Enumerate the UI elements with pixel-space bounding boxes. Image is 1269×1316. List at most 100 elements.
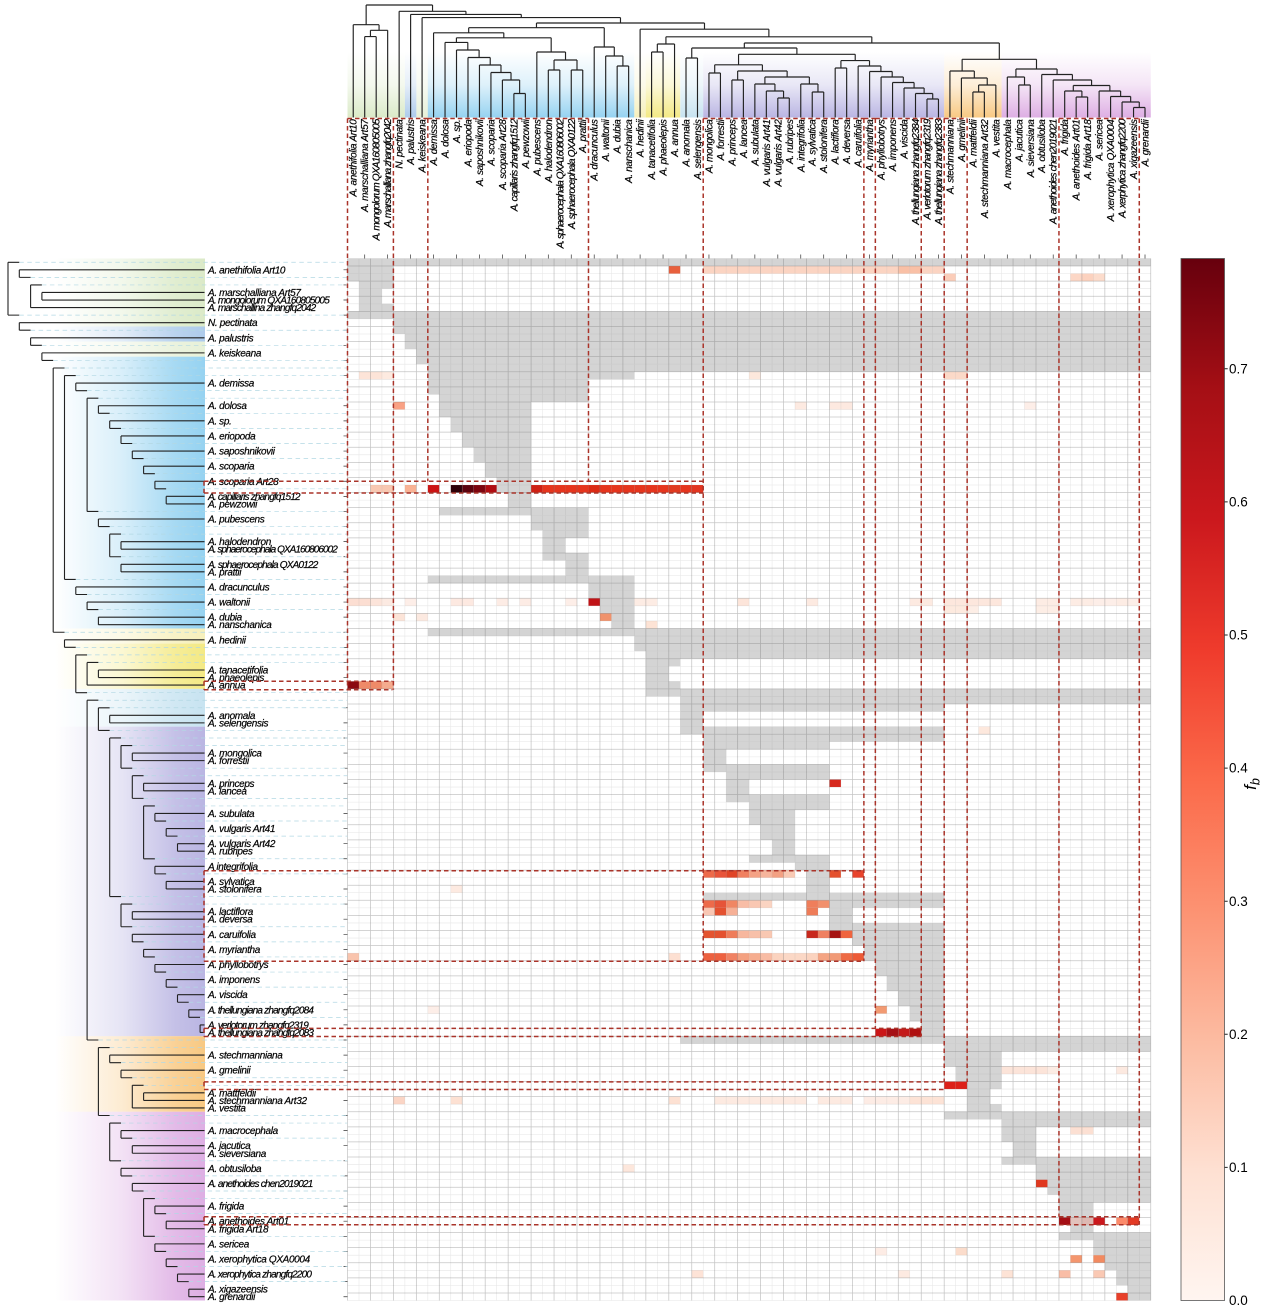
svg-text:A. halodendron: A. halodendron (544, 119, 555, 184)
svg-text:A. princeps: A. princeps (207, 779, 255, 790)
svg-text:A. viscida: A. viscida (207, 990, 248, 1001)
svg-text:A. lancea: A. lancea (207, 786, 247, 797)
svg-text:A. frigida Art18: A. frigida Art18 (207, 1224, 269, 1235)
svg-text:A. imponens: A. imponens (888, 119, 899, 172)
svg-text:A. phyllobotrys: A. phyllobotrys (207, 960, 269, 971)
svg-text:A. sericea: A. sericea (1095, 119, 1106, 162)
svg-text:A. prattii: A. prattii (578, 118, 589, 153)
svg-text:A. mongolorum QXA160805005: A. mongolorum QXA160805005 (372, 118, 383, 241)
svg-text:A. stechmanniana Art32: A. stechmanniana Art32 (980, 119, 991, 219)
svg-text:A. rubripes: A. rubripes (785, 119, 796, 165)
svg-text:A. lactiflora: A. lactiflora (207, 907, 254, 918)
svg-text:A. waltonii: A. waltonii (601, 118, 612, 162)
svg-text:A. stolonifera: A. stolonifera (819, 119, 830, 174)
svg-text:A integrifolia: A integrifolia (207, 862, 259, 873)
svg-text:A. sericea: A. sericea (207, 1239, 250, 1250)
svg-text:A. stechmanniana Art32: A. stechmanniana Art32 (207, 1096, 307, 1107)
svg-text:A. marschalliana Art57: A. marschalliana Art57 (360, 119, 371, 213)
svg-text:A. scoparia Art28: A. scoparia Art28 (207, 477, 279, 488)
svg-text:A. princeps: A. princeps (727, 119, 738, 167)
svg-text:A. annua: A. annua (670, 119, 681, 158)
svg-text:A. jacutica: A. jacutica (1014, 119, 1025, 163)
svg-text:A. dracunculus: A. dracunculus (207, 582, 270, 593)
svg-text:A. annua: A. annua (207, 681, 246, 692)
svg-text:0.1: 0.1 (1229, 1160, 1248, 1175)
svg-text:A. stolonifera: A. stolonifera (207, 884, 262, 895)
svg-text:A. selengensis: A. selengensis (693, 119, 704, 180)
svg-text:A. marschalliana zhangfq2042: A. marschalliana zhangfq2042 (383, 118, 394, 228)
svg-text:A. nanschanica: A. nanschanica (207, 620, 272, 631)
svg-text:A. sp.: A. sp. (207, 416, 231, 427)
svg-text:A. palustris: A. palustris (406, 119, 417, 166)
svg-text:A. keiskeana: A. keiskeana (207, 348, 262, 359)
svg-text:A. anethoides chen2019021: A. anethoides chen2019021 (1049, 119, 1060, 225)
svg-text:A. rubripes: A. rubripes (207, 847, 253, 858)
svg-text:A. myriantha: A. myriantha (865, 119, 876, 173)
svg-text:A. capillaris zhangfq1512: A. capillaris zhangfq1512 (207, 492, 301, 503)
svg-text:A. forrestii: A. forrestii (716, 118, 727, 161)
svg-text:N. pectinata: N. pectinata (395, 119, 406, 169)
svg-text:A. dolosa: A. dolosa (207, 401, 247, 412)
svg-text:A. lancea: A. lancea (739, 119, 750, 159)
svg-text:A. scoparia: A. scoparia (486, 119, 497, 167)
svg-text:A. obtusiloba: A. obtusiloba (207, 1164, 262, 1175)
svg-text:A. caruifolia: A. caruifolia (854, 119, 865, 168)
svg-text:A. scoparia: A. scoparia (207, 462, 255, 473)
svg-text:A. integrifolia: A. integrifolia (796, 119, 807, 173)
svg-text:A. sphaerocephala QXA160806002: A. sphaerocephala QXA160806002 (207, 545, 338, 556)
svg-text:A. xerophytica QXA0004: A. xerophytica QXA0004 (207, 1254, 311, 1265)
svg-text:A. dubia: A. dubia (207, 613, 243, 624)
svg-text:A. grenardii: A. grenardii (207, 1292, 256, 1303)
svg-text:A. frigida: A. frigida (1060, 119, 1071, 157)
svg-text:A. mongolica: A. mongolica (207, 749, 262, 760)
svg-text:A. thellungiana zhangfq2384: A. thellungiana zhangfq2384 (911, 118, 922, 225)
svg-text:A. tanacetifolia: A. tanacetifolia (647, 119, 658, 181)
svg-text:A. nanschanica: A. nanschanica (624, 119, 635, 184)
svg-text:A. scoparia Art28: A. scoparia Art28 (498, 119, 509, 191)
svg-text:A. myriantha: A. myriantha (207, 945, 261, 956)
svg-text:A. anomala: A. anomala (207, 711, 256, 722)
svg-text:0.3: 0.3 (1229, 894, 1248, 909)
svg-text:A. selengensis: A. selengensis (207, 718, 268, 729)
svg-text:A. xigazeensis: A. xigazeensis (207, 1285, 268, 1296)
svg-text:A. vulgaris Art42: A. vulgaris Art42 (773, 119, 784, 188)
svg-text:A. demissa: A. demissa (429, 119, 440, 167)
svg-text:A. subulata: A. subulata (207, 809, 255, 820)
svg-text:A. prattii: A. prattii (207, 567, 242, 578)
svg-text:A. marschallina zhangfq2042: A. marschallina zhangfq2042 (207, 303, 317, 314)
svg-text:A. saposhnikovii: A. saposhnikovii (207, 447, 276, 458)
svg-text:A. dracunculus: A. dracunculus (590, 119, 601, 182)
svg-text:A. saposhnikovii: A. saposhnikovii (475, 118, 486, 187)
svg-text:A. phaeolepis: A. phaeolepis (659, 119, 670, 176)
svg-text:A. dubia: A. dubia (613, 119, 624, 155)
svg-text:A. obtusiloba: A. obtusiloba (1037, 119, 1048, 174)
svg-text:A. mattfeldii: A. mattfeldii (968, 118, 979, 168)
svg-text:A. vulgaris Art41: A. vulgaris Art41 (762, 120, 773, 188)
svg-text:A. imponens: A. imponens (207, 975, 260, 986)
svg-text:A. jacutica: A. jacutica (207, 1141, 251, 1152)
svg-text:A. xerphytica zhangfq2200: A. xerphytica zhangfq2200 (1118, 118, 1129, 219)
svg-text:N. pectinata: N. pectinata (208, 318, 258, 329)
svg-text:A. caruifolia: A. caruifolia (207, 930, 256, 941)
svg-text:fb: fb (1241, 778, 1263, 790)
svg-text:A. frigida: A. frigida (207, 1202, 245, 1213)
svg-text:A. xerophytica zhangfq2200: A. xerophytica zhangfq2200 (207, 1270, 312, 1281)
svg-text:A. verlotorum zhangfq2319: A. verlotorum zhangfq2319 (922, 118, 933, 220)
svg-text:A. halodendron: A. halodendron (207, 537, 272, 548)
svg-text:A. frigida Art18: A. frigida Art18 (1083, 119, 1094, 181)
svg-text:A. vulgaris Art42: A. vulgaris Art42 (207, 839, 276, 850)
svg-text:A. macrocephala: A. macrocephala (207, 1126, 279, 1137)
svg-text:0.5: 0.5 (1229, 628, 1248, 643)
svg-text:0.7: 0.7 (1229, 361, 1248, 376)
svg-text:A. anethoides chen2019021: A. anethoides chen2019021 (207, 1179, 313, 1190)
svg-text:A. thellungiana zhangfq2083: A. thellungiana zhangfq2083 (207, 1028, 314, 1039)
svg-text:A. thellungiana zhangfq2383: A. thellungiana zhangfq2383 (934, 118, 945, 225)
svg-text:A. mongolica: A. mongolica (704, 119, 715, 174)
svg-text:A. sp.: A. sp. (452, 120, 463, 144)
svg-text:A. sphaerocephala QXA160806002: A. sphaerocephala QXA160806002 (555, 118, 566, 249)
svg-text:A. lactiflora: A. lactiflora (831, 119, 842, 166)
svg-text:A. verlotorum zhangfq2319: A. verlotorum zhangfq2319 (207, 1020, 309, 1031)
svg-text:A. hedinii: A. hedinii (207, 635, 247, 646)
svg-text:A. sieversiana: A. sieversiana (207, 1149, 267, 1160)
svg-text:A. xigazeensis: A. xigazeensis (1129, 119, 1140, 180)
